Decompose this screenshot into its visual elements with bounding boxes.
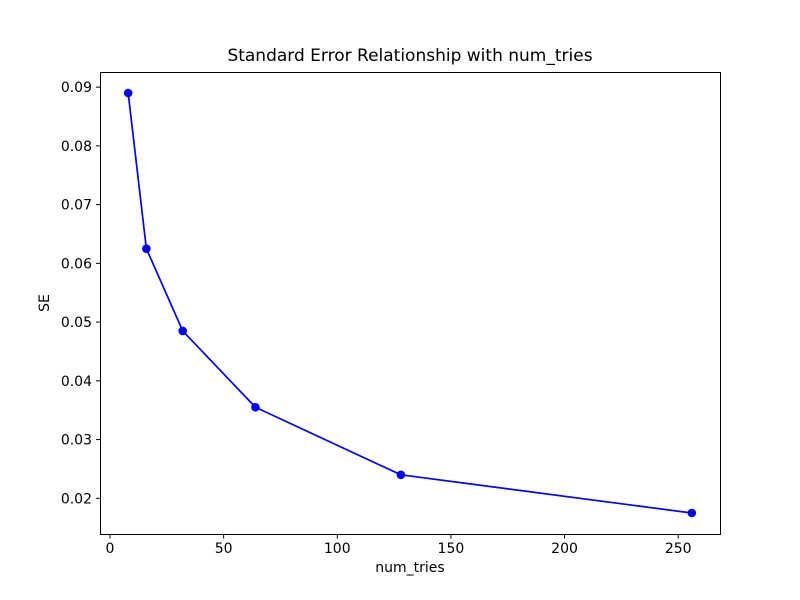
plot-line	[127, 92, 693, 514]
y-tick-label: 0.03	[61, 433, 92, 449]
data-point	[142, 244, 151, 253]
y-tick-label: 0.09	[61, 80, 92, 96]
y-tick-label: 0.06	[61, 256, 92, 272]
chart-title: Standard Error Relationship with num_tri…	[227, 46, 593, 66]
y-axis-label-text: SE	[37, 294, 54, 312]
x-tick-label: 150	[438, 541, 465, 557]
y-tick-label: 0.07	[61, 198, 92, 214]
plot-border	[100, 72, 721, 535]
y-tick-label: 0.04	[61, 374, 92, 390]
x-tick-label: 0	[106, 541, 115, 557]
data-point	[123, 88, 133, 98]
x-tick-label: 50	[215, 541, 233, 557]
data-point	[178, 326, 188, 336]
data-point	[396, 470, 406, 480]
y-tick-label: 0.02	[61, 491, 92, 507]
y-tick-label: 0.08	[61, 139, 92, 155]
data-point	[251, 402, 260, 412]
x-axis-label: num_tries	[375, 560, 445, 576]
data-point	[687, 508, 697, 518]
y-tick-label: 0.05	[61, 315, 92, 331]
x-tick-label: 200	[551, 541, 578, 557]
x-tick-label: 100	[324, 541, 351, 557]
x-tick-label: 250	[665, 541, 692, 557]
